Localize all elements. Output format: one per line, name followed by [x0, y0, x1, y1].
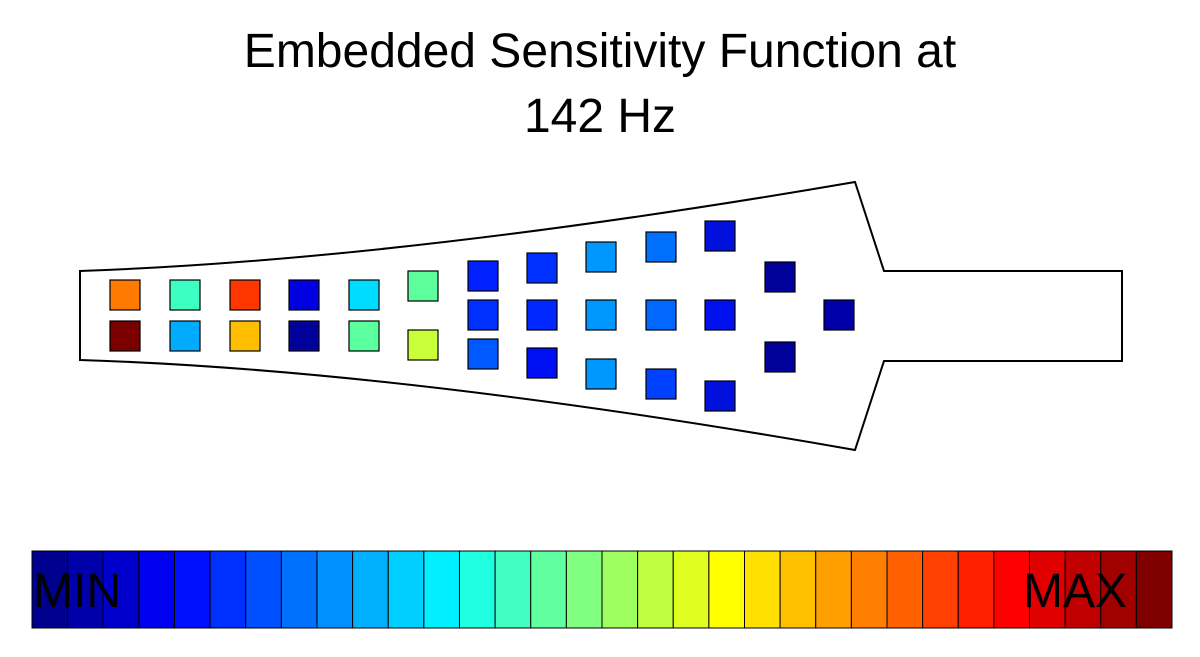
sensor-square [467, 299, 499, 331]
colorbar-segment [886, 550, 924, 629]
sensor-square [288, 279, 320, 311]
sensor-square [526, 347, 558, 379]
colorbar-segment [280, 550, 318, 629]
sensor-square [229, 320, 261, 352]
colorbar-segment [67, 550, 104, 629]
colorbar-segment [601, 550, 639, 629]
colorbar-segment [993, 550, 1030, 629]
colorbar-segment [1064, 550, 1102, 629]
chart-title-line-1: Embedded Sensitivity Function at [243, 25, 957, 78]
sensor-square [229, 279, 261, 311]
colorbar-segment [209, 550, 247, 629]
sensor-square [348, 320, 380, 352]
colorbar-segment [459, 550, 496, 629]
colorbar-segment [316, 550, 354, 629]
colorbar-segment [31, 550, 69, 629]
colorbar-segment [637, 550, 674, 629]
colorbar-segment [779, 550, 817, 629]
colorbar-segment [530, 550, 567, 629]
sensor-square [169, 320, 201, 352]
sensor-square [288, 320, 320, 352]
colorbar-segment [1029, 550, 1066, 629]
sensor-square [823, 299, 855, 331]
colorbar-segment [138, 550, 175, 629]
sensor-square [645, 231, 677, 263]
sensor-square [585, 299, 617, 331]
sensor-square [348, 279, 380, 311]
colorbar-segment [672, 550, 710, 629]
sensor-square [585, 241, 617, 273]
sensor-square [407, 329, 439, 361]
sensor-square [169, 279, 201, 311]
sensor-square [109, 279, 141, 311]
colorbar-segment [850, 550, 888, 629]
colorbar-segment [423, 550, 460, 629]
sensor-square [585, 358, 617, 390]
colorbar-segment [957, 550, 995, 629]
sensor-square [467, 260, 499, 292]
sensor-square [645, 299, 677, 331]
sensor-square [526, 299, 558, 331]
sensor-square [526, 252, 558, 284]
colorbar-segment [1135, 550, 1173, 629]
sensor-square [764, 261, 796, 293]
colorbar-segment [922, 550, 959, 629]
colorbar-segment [565, 550, 603, 629]
colorbar-segment [245, 550, 282, 629]
sensor-square [645, 368, 677, 400]
sensor-square [467, 338, 499, 370]
sensor-square [109, 320, 141, 352]
colorbar-min-label: MIN [33, 565, 121, 618]
chart-title-line-2: 142 Hz [523, 90, 677, 143]
sensor-layer [109, 220, 855, 412]
colorbar-segment [708, 550, 745, 629]
colorbar-segment [744, 550, 781, 629]
colorbar-segment [387, 550, 425, 629]
sensor-square [704, 220, 736, 252]
sensor-square [764, 341, 796, 373]
colorbar-segment [174, 550, 211, 629]
colorbar-segment [102, 550, 140, 629]
sensor-square [704, 380, 736, 412]
structure-outline [79, 180, 1123, 452]
sensor-square [704, 299, 736, 331]
sensor-square [407, 270, 439, 302]
colorbar-segment [815, 550, 852, 629]
colorbar [31, 550, 1173, 629]
colorbar-segment [494, 550, 532, 629]
colorbar-segment [352, 550, 389, 629]
colorbar-max-label: MAX [1023, 565, 1128, 618]
